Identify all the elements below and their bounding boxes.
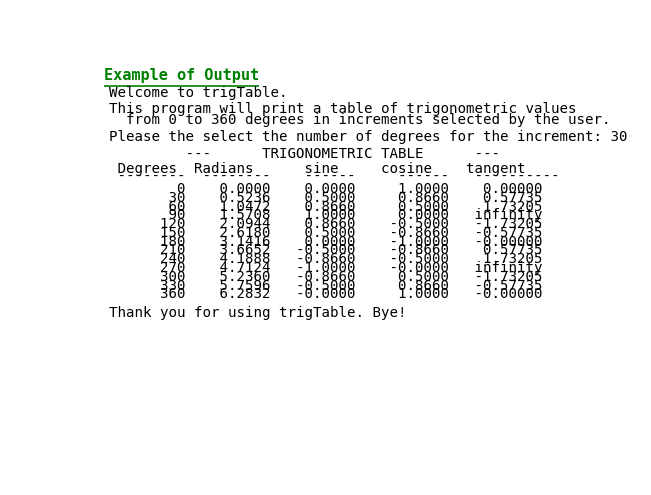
Text: Example of Output: Example of Output [104,68,259,83]
Text: Welcome to trigTable.: Welcome to trigTable. [109,86,288,100]
Text: from 0 to 360 degrees in increments selected by the user.: from 0 to 360 degrees in increments sele… [109,113,611,127]
Text: 90    1.5708    1.0000     0.0000   infinity: 90 1.5708 1.0000 0.0000 infinity [109,208,543,222]
Text: Degrees  Radians      sine     cosine    tangent: Degrees Radians sine cosine tangent [109,161,525,176]
Text: 210    3.6652   -0.5000    -0.8660    0.57735: 210 3.6652 -0.5000 -0.8660 0.57735 [109,244,543,257]
Text: 240    4.1888   -0.8660    -0.5000    1.73205: 240 4.1888 -0.8660 -0.5000 1.73205 [109,252,543,266]
Text: 360    6.2832   -0.0000     1.0000   -0.00000: 360 6.2832 -0.0000 1.0000 -0.00000 [109,287,543,301]
Text: 300    5.2360   -0.8660     0.5000   -1.73205: 300 5.2360 -0.8660 0.5000 -1.73205 [109,270,543,284]
Text: --------  --------    ------     ------   ----------: -------- -------- ------ ------ --------… [109,169,560,183]
Text: 30    0.5236    0.5000     0.8660    0.57735: 30 0.5236 0.5000 0.8660 0.57735 [109,191,543,205]
Text: 60    1.0472    0.8660     0.5000    1.73205: 60 1.0472 0.8660 0.5000 1.73205 [109,199,543,214]
Text: Thank you for using trigTable. Bye!: Thank you for using trigTable. Bye! [109,306,407,320]
Text: 270    4.7124   -1.0000    -0.0000   infinity: 270 4.7124 -1.0000 -0.0000 infinity [109,261,543,275]
Text: Please the select the number of degrees for the increment: 30: Please the select the number of degrees … [109,130,628,145]
Text: 180    3.1416    0.0000    -1.0000   -0.00000: 180 3.1416 0.0000 -1.0000 -0.00000 [109,235,543,248]
Text: 330    5.7596   -0.5000     0.8660   -0.57735: 330 5.7596 -0.5000 0.8660 -0.57735 [109,279,543,293]
Text: 120    2.0944    0.8660    -0.5000   -1.73205: 120 2.0944 0.8660 -0.5000 -1.73205 [109,217,543,231]
Text: 150    2.6180    0.5000    -0.8660   -0.57735: 150 2.6180 0.5000 -0.8660 -0.57735 [109,226,543,240]
Text: 0    0.0000    0.0000     1.0000    0.00000: 0 0.0000 0.0000 1.0000 0.00000 [109,182,543,196]
Text: This program will print a table of trigonometric values: This program will print a table of trigo… [109,102,577,116]
Text: ---      TRIGONOMETRIC TABLE      ---: --- TRIGONOMETRIC TABLE --- [109,148,500,161]
